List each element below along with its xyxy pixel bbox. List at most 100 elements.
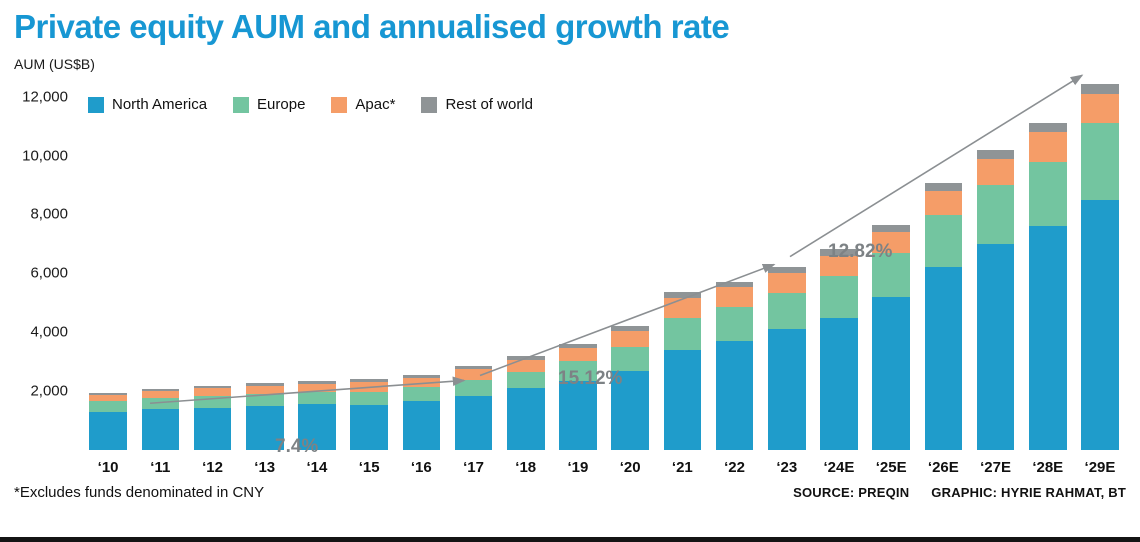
x-tick-label: ‘10 (97, 459, 119, 476)
bar-segment-north-america (715, 341, 754, 450)
bar-segment-apac (715, 287, 754, 308)
bar-segment-rest-of-world (924, 182, 963, 191)
y-tick-label: 8,000 (30, 205, 68, 223)
bar-column: ‘20 (604, 82, 656, 480)
stacked-bar (454, 365, 493, 450)
bar-column: ‘29E (1074, 82, 1126, 480)
bar-zone (82, 82, 134, 450)
bar-zone (1022, 82, 1074, 450)
x-tick-label: ‘11 (150, 459, 171, 476)
y-tick-label: 4,000 (30, 323, 68, 341)
bar-column: ‘10 (82, 82, 134, 480)
stacked-bar (402, 374, 441, 450)
bar-zone (604, 82, 656, 450)
bar-segment-rest-of-world (767, 266, 806, 273)
source-credit: SOURCE: PREQIN (793, 485, 910, 500)
bar-segment-rest-of-world (1028, 122, 1067, 133)
bar-segment-europe (350, 392, 388, 406)
bar-segment-apac (454, 369, 493, 381)
y-tick-label: 12,000 (22, 88, 68, 106)
bar-segment-europe (1028, 161, 1067, 227)
stacked-bar (715, 281, 754, 450)
stacked-bar (924, 182, 963, 450)
bar-segment-rest-of-world (872, 224, 910, 233)
bar-column: ‘18 (500, 82, 552, 480)
stacked-bar (141, 388, 180, 450)
bar-segment-north-america (89, 411, 127, 450)
y-axis-title: AUM (US$B) (14, 56, 95, 72)
stacked-bar (767, 266, 806, 450)
bar-segment-north-america (559, 380, 597, 450)
legend-label: Apac* (355, 96, 396, 113)
bar-segment-north-america (298, 404, 336, 450)
y-axis-ticks: 2,000 4,000 6,000 8,000 10,000 12,000 (0, 82, 74, 450)
bar-zone (708, 82, 760, 450)
bar-zone (134, 82, 186, 450)
legend-swatch-icon (233, 96, 250, 113)
bar-column: ‘15 (343, 82, 395, 480)
legend-swatch-icon (421, 96, 438, 113)
bar-column: ‘14 (291, 82, 343, 480)
bar-segment-north-america (872, 296, 910, 450)
bar-column: ‘28E (1022, 82, 1074, 480)
graphic-credit: GRAPHIC: HYRIE RAHMAT, BT (931, 485, 1126, 500)
stacked-bar (89, 392, 127, 450)
stacked-bar (193, 385, 232, 450)
x-tick-label: ‘14 (306, 459, 328, 476)
x-tick-label: ‘15 (358, 459, 380, 476)
growth-annotation-1: 7.4% (275, 436, 319, 457)
stacked-bar (559, 343, 597, 450)
bar-column: ‘24E (813, 82, 865, 480)
bar-segment-europe (976, 185, 1015, 244)
footnote: *Excludes funds denominated in CNY (14, 484, 265, 501)
bar-segment-europe (924, 214, 963, 268)
x-tick-label: ‘28E (1032, 459, 1064, 476)
stacked-bar (663, 292, 702, 450)
page-title: Private equity AUM and annualised growth… (14, 8, 730, 45)
bar-column: ‘27E (969, 82, 1021, 480)
bar-segment-north-america (820, 317, 858, 450)
bar-segment-europe (1081, 123, 1119, 200)
bar-segment-apac (1081, 93, 1119, 124)
stacked-bar-chart: North America Europe Apac* Rest of world 2,… (0, 76, 1140, 480)
bar-zone (500, 82, 552, 450)
x-tick-label: ‘16 (410, 459, 432, 476)
bar-segment-apac (663, 297, 702, 318)
bar-zone (239, 82, 291, 450)
bar-segment-north-america (976, 243, 1015, 450)
bar-segment-rest-of-world (89, 392, 127, 395)
chart-footer: *Excludes funds denominated in CNY SOURC… (14, 484, 1126, 501)
bar-segment-apac (89, 394, 127, 401)
bar-segment-apac (820, 255, 858, 277)
x-tick-label: ‘24E (823, 459, 855, 476)
stacked-bar (506, 356, 545, 450)
bar-segment-apac (141, 390, 180, 398)
bar-column: ‘16 (395, 82, 447, 480)
x-tick-label: ‘23 (776, 459, 798, 476)
bar-segment-europe (820, 276, 858, 318)
legend-item: North America (88, 96, 207, 113)
bar-segment-north-america (924, 267, 963, 450)
x-tick-label: ‘21 (671, 459, 693, 476)
x-tick-label: ‘25E (875, 459, 907, 476)
stacked-bar (1081, 83, 1119, 450)
bar-zone (656, 82, 708, 450)
bar-zone (813, 82, 865, 450)
bar-segment-europe (402, 387, 441, 401)
legend-label: Rest of world (445, 96, 533, 113)
stacked-bar (872, 224, 910, 450)
bar-zone (552, 82, 604, 450)
bar-segment-north-america (1081, 199, 1119, 450)
bar-zone (343, 82, 395, 450)
bar-segment-apac (402, 377, 441, 388)
stacked-bar (976, 149, 1015, 450)
legend-item: Europe (233, 96, 305, 113)
bar-column: ‘23 (761, 82, 813, 480)
bar-segment-north-america (141, 409, 180, 450)
stacked-bar (1028, 122, 1067, 450)
y-tick-label: 2,000 (30, 382, 68, 400)
x-tick-label: ‘17 (463, 459, 484, 476)
bar-segment-apac (245, 385, 284, 394)
bar-segment-europe (872, 252, 910, 297)
x-tick-label: ‘27E (980, 459, 1011, 476)
